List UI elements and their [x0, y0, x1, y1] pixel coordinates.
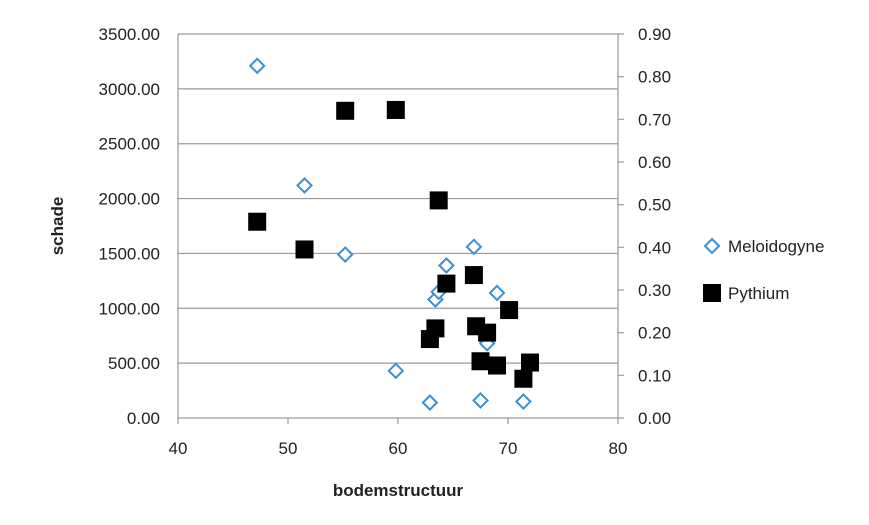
y-tick-label: 3000.00: [99, 80, 160, 99]
x-tick-label: 50: [279, 439, 298, 458]
y2-tick-label: 0.50: [638, 196, 671, 215]
meloidogyne-point: [336, 246, 354, 263]
y-tick-label: 3500.00: [99, 25, 160, 44]
pythium-point: [248, 212, 267, 231]
y2-tick-label: 0.60: [638, 153, 671, 172]
x-tick-label: 80: [609, 439, 628, 458]
meloidogyne-point: [465, 238, 483, 256]
pythium-point: [429, 191, 448, 210]
pythium-point: [295, 240, 314, 259]
pythium-point: [521, 353, 539, 372]
y-axis-title: schade: [48, 197, 67, 256]
x-axis-title: bodemstructuur: [333, 481, 464, 500]
y-tick-label: 2500.00: [99, 135, 160, 154]
pythium-point: [488, 356, 506, 375]
x-tick-label: 40: [169, 439, 188, 458]
legend-label-meloidogyne: Meloidogyne: [728, 237, 824, 256]
y-tick-label: 1000.00: [99, 299, 160, 318]
meloidogyne-point: [472, 392, 489, 409]
pythium-point: [478, 323, 497, 342]
meloidogyne-point: [387, 362, 405, 380]
meloidogyne-point: [514, 393, 532, 410]
x-tick-label: 60: [389, 439, 408, 458]
legend-marker-meloidogyne: [703, 237, 721, 255]
meloidogyne-point: [421, 394, 439, 412]
legend-label-pythium: Pythium: [728, 284, 789, 303]
y2-tick-label: 0.30: [638, 281, 671, 300]
meloidogyne-point: [488, 284, 506, 302]
pythium-point: [471, 352, 490, 371]
x-tick-label: 70: [499, 439, 518, 458]
y2-tick-label: 0.10: [638, 366, 671, 385]
pythium-point: [426, 319, 445, 338]
pythium-point: [336, 101, 355, 120]
y-tick-label: 500.00: [108, 354, 160, 373]
meloidogyne-point: [296, 176, 313, 194]
y2-tick-label: 0.90: [638, 25, 671, 44]
y-tick-label: 2000.00: [99, 190, 160, 209]
y2-tick-label: 0.20: [638, 324, 671, 343]
y2-tick-label: 0.40: [638, 238, 671, 257]
pythium-point: [437, 274, 456, 293]
pythium-point: [500, 301, 519, 320]
pythium-point: [514, 369, 533, 388]
y2-tick-label: 0.00: [638, 409, 671, 428]
meloidogyne-point: [437, 257, 455, 274]
legend-marker-pythium: [703, 284, 721, 302]
y-tick-label: 0.00: [127, 409, 160, 428]
pythium-point: [386, 100, 405, 119]
y2-tick-label: 0.80: [638, 68, 671, 87]
y2-tick-label: 0.70: [638, 110, 671, 129]
pythium-point: [464, 266, 483, 285]
meloidogyne-point: [248, 57, 266, 75]
y-tick-label: 1500.00: [99, 244, 160, 263]
